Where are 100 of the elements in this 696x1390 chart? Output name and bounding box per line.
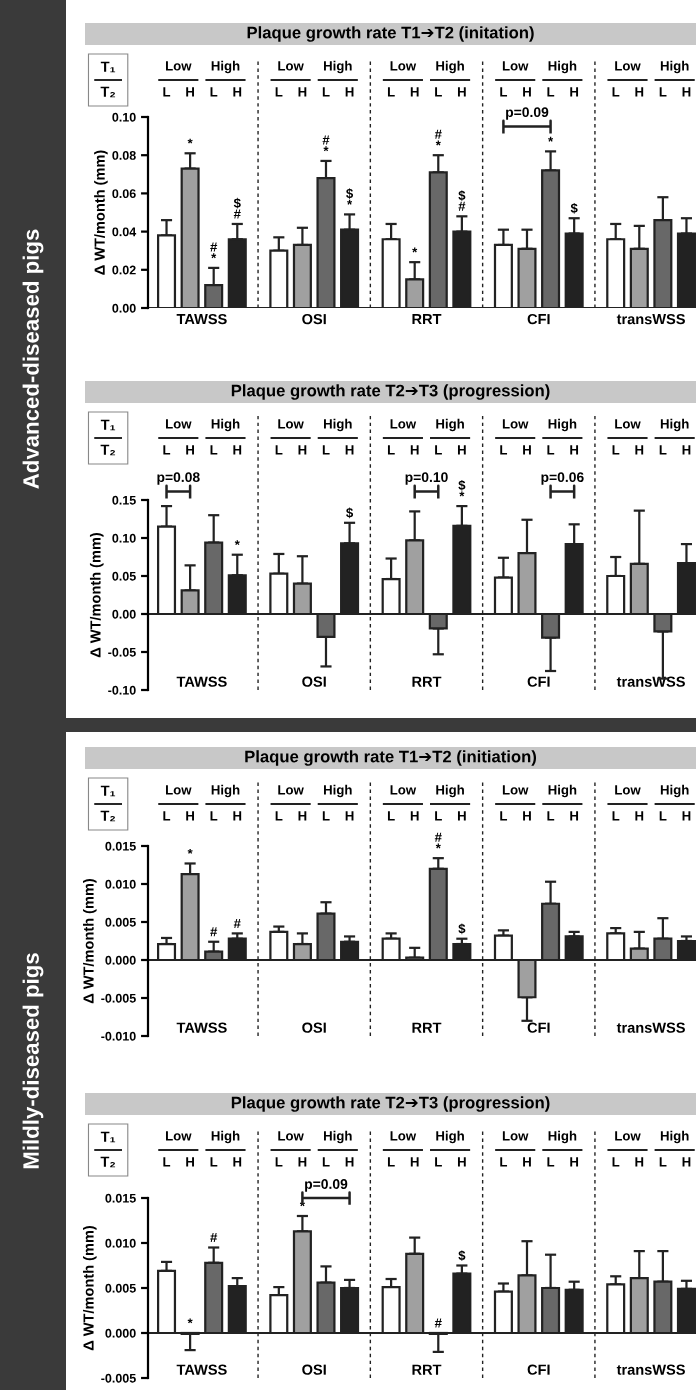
text: Low xyxy=(390,1131,417,1141)
y-tick-label: 0.05 xyxy=(112,571,136,581)
text: H xyxy=(635,445,644,455)
text: H xyxy=(410,87,419,97)
text: L xyxy=(210,811,218,821)
text: L xyxy=(547,87,555,97)
data-label: * xyxy=(187,1318,193,1324)
text: H xyxy=(345,811,354,821)
text: L xyxy=(322,1157,330,1167)
text: H xyxy=(410,811,419,821)
text: High xyxy=(211,1130,240,1144)
text: H xyxy=(570,811,579,821)
text: H xyxy=(523,1157,531,1167)
data-label: # * xyxy=(434,832,442,849)
text: L xyxy=(322,445,330,455)
text: Low xyxy=(278,419,304,429)
text: L xyxy=(387,811,395,821)
y-tick-label: 0.10 xyxy=(112,112,136,122)
text: L xyxy=(275,87,283,97)
data-label: $ xyxy=(570,202,578,214)
data-label: # * xyxy=(210,242,218,259)
data-label: * xyxy=(187,848,193,854)
y-axis-title: Δ WT/month (mm) xyxy=(94,150,108,275)
x-tick-label: TAWSS xyxy=(176,676,227,687)
text: High xyxy=(660,784,689,798)
text: Low xyxy=(278,785,304,795)
text: H xyxy=(635,1157,644,1167)
text: L xyxy=(163,1157,171,1167)
y-axis-title: Δ WT/month (mm) xyxy=(89,532,104,658)
x-tick-label: TAWSS xyxy=(176,1022,227,1033)
text: L xyxy=(435,1157,442,1167)
x-tick-label: transWSS xyxy=(616,313,685,325)
data-label: # xyxy=(233,918,241,928)
y-tick-label: 0.000 xyxy=(105,955,136,965)
text: L xyxy=(163,811,171,821)
text: Low xyxy=(615,419,641,429)
text: L xyxy=(659,811,667,821)
text: H xyxy=(457,811,466,821)
data-label: * xyxy=(234,540,240,546)
text: H xyxy=(457,87,466,97)
text: Low xyxy=(390,785,417,795)
y-tick-label: 0.06 xyxy=(112,189,136,199)
text: H xyxy=(457,1157,466,1167)
text: H xyxy=(186,811,194,821)
chart-title: Plaque growth rate T1➔T2 (initiation) xyxy=(245,750,537,766)
text: Advanced-diseased pigs xyxy=(22,229,44,489)
text: H xyxy=(186,87,194,97)
data-label: $ * xyxy=(346,188,354,205)
y-tick-label: 0.010 xyxy=(105,879,136,889)
text: H xyxy=(233,811,242,821)
data-label: # xyxy=(434,1318,442,1328)
text: H xyxy=(233,1157,242,1167)
text: p=0.06 xyxy=(541,472,584,485)
text: H xyxy=(635,87,644,97)
text: Low xyxy=(615,61,641,71)
text: Low xyxy=(502,419,529,429)
x-tick-label: transWSS xyxy=(616,1364,685,1375)
x-tick-label: OSI xyxy=(302,1022,326,1033)
text: Low xyxy=(278,61,304,71)
text: H xyxy=(186,1157,194,1167)
text: H xyxy=(682,811,691,821)
y-tick-label: -0.005 xyxy=(101,993,136,1003)
text: High xyxy=(324,60,352,74)
text: High xyxy=(324,418,352,432)
x-tick-label: CFI xyxy=(527,1022,550,1033)
text: L xyxy=(547,445,555,455)
text: Low xyxy=(166,1131,192,1141)
data-label: $ xyxy=(458,923,466,935)
y-tick-label: 0.04 xyxy=(112,227,137,237)
data-label: $ # xyxy=(458,190,466,211)
y-tick-label: 0.010 xyxy=(105,1238,136,1248)
text: Low xyxy=(502,1131,529,1141)
text: Low xyxy=(390,61,417,71)
data-label: $ # xyxy=(233,197,241,219)
x-tick-label: CFI xyxy=(527,1364,550,1375)
text: L xyxy=(322,87,330,97)
x-tick-label: RRT xyxy=(412,1364,442,1375)
text: High xyxy=(436,418,464,432)
text: L xyxy=(387,87,395,97)
text: H xyxy=(682,1157,691,1167)
text: High xyxy=(436,784,464,798)
data-label: * xyxy=(412,247,418,253)
text: T₂ xyxy=(100,1156,116,1168)
text: High xyxy=(548,1130,577,1144)
text: L xyxy=(500,1157,508,1167)
y-tick-label: -0.005 xyxy=(101,1373,136,1383)
data-label: # xyxy=(210,927,218,937)
text: High xyxy=(211,418,240,432)
text: High xyxy=(548,784,577,798)
text: H xyxy=(570,87,579,97)
x-tick-label: RRT xyxy=(412,676,442,687)
x-tick-label: transWSS xyxy=(616,1022,685,1033)
text: Low xyxy=(502,61,529,71)
text: High xyxy=(660,1130,689,1144)
text: L xyxy=(163,445,171,455)
text: H xyxy=(345,445,354,455)
chart-title: Plaque growth rate T1➔T2 (initation) xyxy=(247,26,534,42)
text: L xyxy=(163,87,171,97)
y-axis-title: Δ WT/month (mm) xyxy=(82,1225,97,1351)
text: Mildly-diseased pigs xyxy=(22,953,44,1169)
